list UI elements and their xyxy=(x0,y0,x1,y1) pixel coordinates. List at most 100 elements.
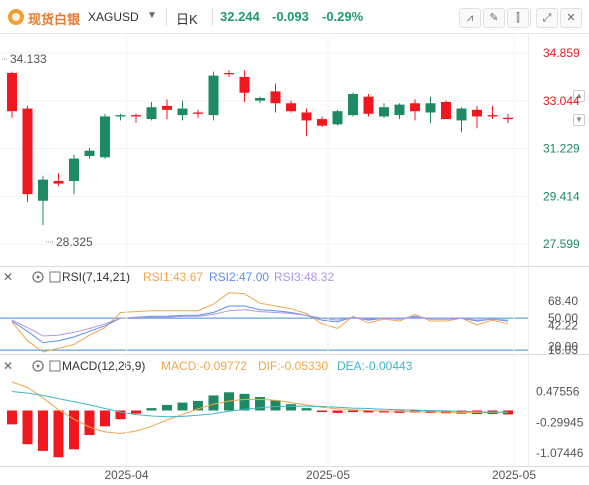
macd-bar xyxy=(131,410,141,414)
divider xyxy=(166,8,167,26)
rsi-tick-label: 50.00 xyxy=(548,311,578,325)
candle xyxy=(69,154,79,195)
symbol-selector[interactable]: XAGUSD xyxy=(88,10,139,24)
candle-body xyxy=(317,119,327,126)
candle xyxy=(456,107,467,133)
macd-bar xyxy=(84,410,95,436)
price-tick-label: 33.044 xyxy=(543,94,580,108)
candle xyxy=(394,103,405,120)
candle-body xyxy=(379,107,389,117)
gear-icon[interactable] xyxy=(32,360,44,372)
candle xyxy=(38,175,48,226)
candle-body xyxy=(348,94,358,116)
candle xyxy=(224,70,234,77)
macd-bar xyxy=(301,408,312,411)
macd-bar xyxy=(193,400,203,411)
rsi3-value: RSI3:48.32 xyxy=(274,270,334,284)
rsi-tick-label: 20.00 xyxy=(548,339,578,353)
candle-body xyxy=(146,107,157,120)
candle xyxy=(193,109,203,118)
indicator-toggle-icon[interactable] xyxy=(49,360,61,372)
candle-body xyxy=(131,115,141,117)
candle xyxy=(239,70,250,102)
candle xyxy=(7,71,17,118)
scroll-down-icon[interactable]: ▼ xyxy=(573,114,585,126)
collapse-icon[interactable]: ✕ xyxy=(3,359,13,373)
candle xyxy=(503,113,513,124)
macd-title: MACD(12,26,9) xyxy=(62,359,145,373)
candle-body xyxy=(363,96,374,114)
rsi2-value: RSI2:47.00 xyxy=(209,270,269,284)
fullscreen-icon[interactable]: ⤢ xyxy=(536,8,558,28)
dif-line xyxy=(11,381,508,435)
candle xyxy=(84,148,95,159)
rsi-lines xyxy=(0,292,528,353)
chart-header: 现货白银 XAGUSD ▼ 日K 32.244 -0.093 -0.29% ⩘ … xyxy=(0,0,589,34)
candle-body xyxy=(38,179,48,201)
settings-icon[interactable]: ⫿ xyxy=(507,8,529,28)
macd-bar xyxy=(22,410,33,445)
dif-value: DIF:-0.05330 xyxy=(258,359,328,373)
macd-bar xyxy=(239,393,250,411)
extrema-labels: 34.133 28.325 xyxy=(2,52,93,249)
candle xyxy=(301,108,312,137)
macd-tick-label: 0.47556 xyxy=(536,385,580,399)
rsi1-line xyxy=(11,292,509,353)
candle xyxy=(100,113,110,159)
price-tick-label: 34.859 xyxy=(543,46,580,60)
macd-bar xyxy=(100,410,110,427)
candle-body xyxy=(410,103,420,112)
candle xyxy=(22,105,33,203)
macd-bar xyxy=(379,410,389,413)
macd-bar xyxy=(162,404,172,411)
rsi1-value: RSI1:43.67 xyxy=(143,270,203,284)
rsi-tick-label: 16.03 xyxy=(548,343,578,357)
last-price: 32.244 xyxy=(220,9,260,24)
candle-body xyxy=(487,115,498,117)
candle-body xyxy=(301,112,312,121)
macd-bar xyxy=(69,410,79,450)
price-tick-label: 29.414 xyxy=(543,189,580,203)
candle-body xyxy=(177,108,188,116)
dea-value: DEA:-0.00443 xyxy=(337,359,413,373)
dea-line xyxy=(11,391,508,418)
macd-bar xyxy=(317,410,327,413)
candle-body xyxy=(115,115,126,117)
main-grid xyxy=(0,52,528,245)
price-axis: 34.859 33.044 31.229 29.414 27.599 xyxy=(543,46,580,251)
candle xyxy=(146,101,157,121)
macd-bar xyxy=(332,410,343,413)
gear-icon[interactable] xyxy=(32,271,44,283)
candle-body xyxy=(224,72,234,75)
period-selector[interactable]: 日K xyxy=(176,12,198,27)
chevron-down-icon[interactable]: ▼ xyxy=(147,10,157,21)
candle-body xyxy=(255,98,265,101)
time-axis: 2025-04 2025-05 2025-05 xyxy=(104,34,536,482)
min-price-label: 28.325 xyxy=(56,235,93,249)
draw-icon[interactable]: ✎ xyxy=(483,8,505,28)
scroll-up-icon[interactable]: ▲ xyxy=(573,90,585,102)
candle-body xyxy=(286,103,296,112)
close-icon[interactable]: ✕ xyxy=(560,8,582,28)
candle xyxy=(162,99,172,120)
macd-bar xyxy=(255,397,265,411)
candle-body xyxy=(7,72,17,112)
candle-body xyxy=(425,103,436,113)
macd-bar xyxy=(363,410,374,413)
divider xyxy=(212,8,213,26)
indicator-icon[interactable]: ⩘ xyxy=(459,8,481,28)
candle xyxy=(472,105,482,129)
macd-bar xyxy=(348,410,358,413)
candle-body xyxy=(193,112,203,114)
rsi-tick-label: 68.40 xyxy=(548,294,578,308)
candle-body xyxy=(162,105,172,110)
price-tick-label: 31.229 xyxy=(543,142,580,156)
candle xyxy=(410,99,420,121)
candle-series[interactable] xyxy=(7,70,513,226)
candle xyxy=(425,96,436,124)
indicator-toggle-icon[interactable] xyxy=(49,271,61,283)
collapse-icon[interactable]: ✕ xyxy=(3,270,13,284)
macd-tick-label: -1.07446 xyxy=(536,446,584,460)
